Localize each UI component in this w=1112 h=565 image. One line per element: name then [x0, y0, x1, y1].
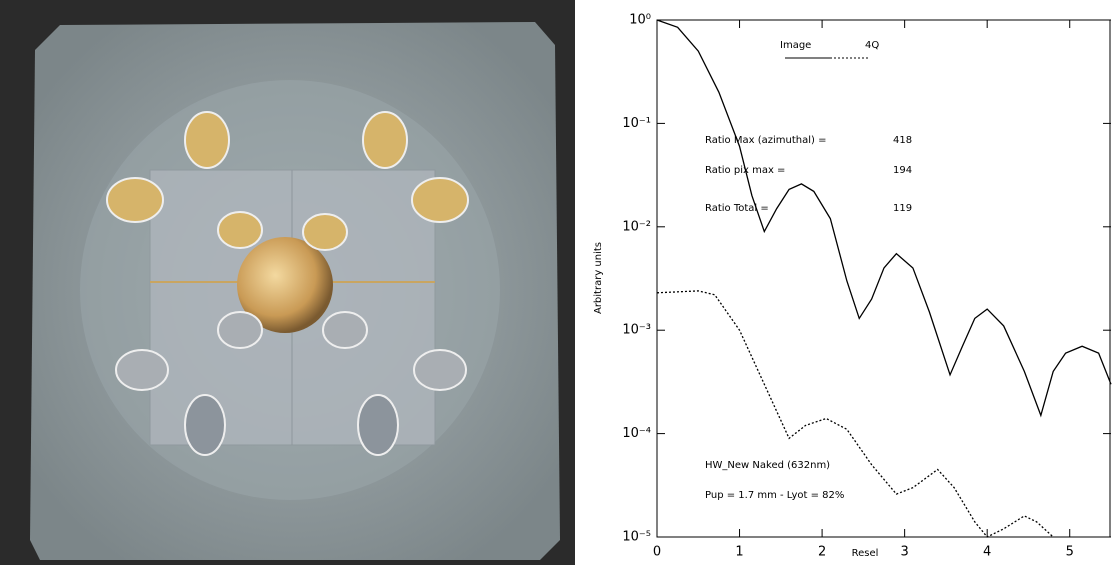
- annotation-value: 119: [893, 203, 912, 214]
- note: Pup = 1.7 mm - Lyot = 82%: [705, 490, 844, 501]
- annotation-label: Ratio pix max =: [705, 165, 785, 176]
- series-line: [657, 20, 1111, 415]
- chart: Resel Arbitrary units: [593, 20, 1110, 559]
- legend-label: 4Q: [865, 40, 879, 51]
- y-tick-label: 10⁻⁴: [622, 426, 651, 441]
- legend-label: Image: [780, 40, 811, 51]
- annotation-label: Ratio Total =: [705, 203, 769, 214]
- y-tick-label: 10⁻⁵: [622, 530, 651, 545]
- x-tick-label: 5: [1066, 545, 1074, 560]
- y-tick-label: 10⁻³: [622, 323, 651, 338]
- y-tick-label: 10⁻²: [622, 219, 651, 234]
- x-tick-label: 0: [653, 545, 661, 560]
- x-tick-label: 4: [983, 545, 991, 560]
- note: HW_New Naked (632nm): [705, 460, 830, 471]
- annotation-value: 418: [893, 135, 912, 146]
- y-axis-label: Arbitrary units: [593, 242, 604, 314]
- y-tick-label: 10⁰: [629, 13, 651, 28]
- figure: Resel Arbitrary units 0 1 2 3 4 5 10⁰ 10⁻¹ 10⁻² 1…: [0, 0, 1112, 565]
- x-tick-label: 3: [900, 545, 908, 560]
- x-axis-label: Resel: [852, 548, 879, 559]
- annotation-label: Ratio Max (azimuthal) =: [705, 135, 826, 146]
- photo: [0, 0, 575, 565]
- y-tick-label: 10⁻¹: [622, 116, 651, 131]
- x-tick-label: 1: [735, 545, 743, 560]
- annotation-value: 194: [893, 165, 912, 176]
- x-tick-label: 2: [818, 545, 826, 560]
